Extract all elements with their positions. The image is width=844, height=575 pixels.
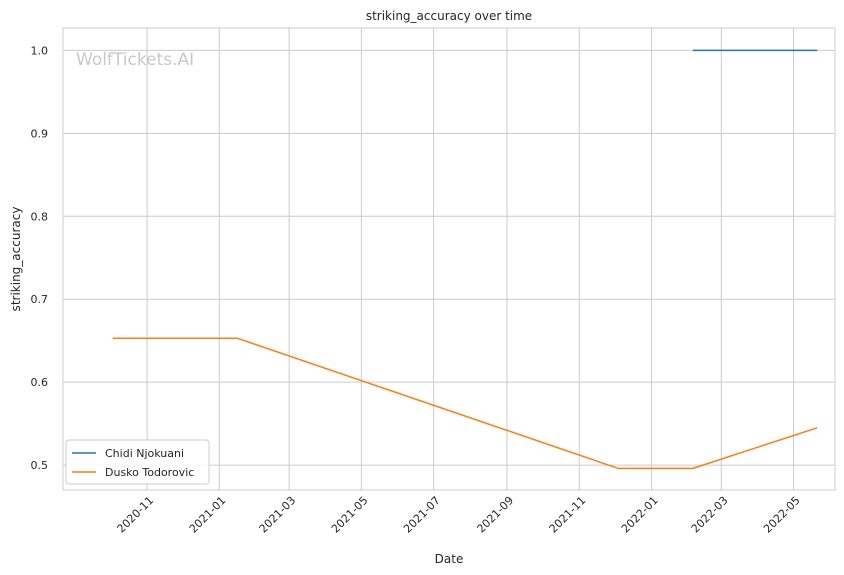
x-tick-label: 2021-01 [187,494,229,536]
y-tick-label: 0.7 [31,293,49,306]
x-tick-label: 2021-07 [401,494,443,536]
chart-title: striking_accuracy over time [366,9,532,23]
y-tick-label: 0.5 [31,459,49,472]
y-tick-label: 1.0 [31,44,49,57]
x-tick-label: 2022-05 [761,494,803,536]
x-tick-label: 2021-09 [475,494,517,536]
x-axis-label: Date [435,552,464,566]
y-tick-label: 0.8 [31,210,49,223]
x-tick-label: 2020-11 [115,494,157,536]
y-tick-labels: 0.5 0.6 0.7 0.8 0.9 1.0 [31,44,49,472]
legend: Chidi Njokuani Dusko Todorovic [65,439,210,485]
y-axis-label: striking_accuracy [9,207,23,312]
x-tick-label: 2021-03 [257,494,299,536]
watermark: WolfTickets.AI [76,50,194,70]
y-tick-label: 0.6 [31,376,49,389]
series-line-dusko-todorovic [112,337,818,470]
legend-label-chidi-njokuani: Chidi Njokuani [105,447,184,460]
plot-frame [62,27,836,491]
plot-background [63,28,835,490]
x-tick-label: 2021-05 [329,494,371,536]
legend-label-dusko-todorovic: Dusko Todorovic [105,466,194,479]
x-tick-labels: 2020-11 2021-01 2021-03 2021-05 2021-07 2021-… [115,494,803,536]
y-tick-label: 0.9 [31,127,49,140]
legend-box [65,439,210,485]
x-tick-label: 2022-01 [619,494,661,536]
series-lines [112,49,818,470]
x-tick-label: 2021-11 [547,494,589,536]
x-tick-label: 2022-03 [689,494,731,536]
